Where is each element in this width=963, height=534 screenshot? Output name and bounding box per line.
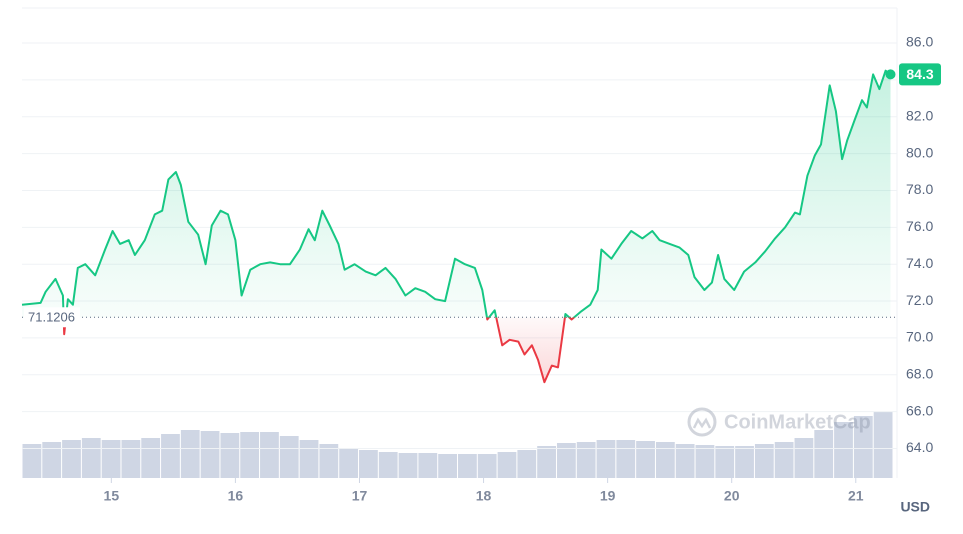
- x-tick-label: 16: [228, 488, 244, 504]
- area: [22, 70, 891, 383]
- volume-bar: [715, 446, 735, 478]
- volume-bar: [240, 432, 260, 478]
- y-tick-label: 76.0: [906, 218, 933, 234]
- y-tick-label: 82.0: [906, 107, 933, 123]
- volume-bar: [517, 450, 537, 478]
- volume-bar: [497, 452, 517, 478]
- volume-bar: [675, 444, 695, 478]
- volume-bar: [260, 432, 279, 478]
- volume-bar: [220, 433, 240, 478]
- y-tick-label: 80.0: [906, 144, 933, 160]
- baseline-label-bg: [24, 307, 80, 328]
- y-tick-label: 64.0: [906, 439, 933, 455]
- y-tick-label: 68.0: [906, 365, 933, 381]
- volume-bar: [636, 441, 655, 478]
- y-tick-label: 86.0: [906, 34, 933, 50]
- last-point: [885, 69, 896, 80]
- volume: [22, 412, 893, 478]
- volume-bar: [695, 445, 715, 478]
- volume-bar: [576, 442, 596, 478]
- volume-bar: [299, 440, 319, 478]
- y-tick-label: 70.0: [906, 329, 933, 345]
- x-tick-label: 19: [600, 488, 616, 504]
- x-tick-label: 20: [724, 488, 740, 504]
- volume-bar: [556, 443, 576, 478]
- volume-bar: [853, 416, 873, 478]
- watermark: CoinMarketCap: [687, 407, 871, 437]
- x-tick-label: 17: [352, 488, 368, 504]
- volume-bar: [794, 438, 814, 478]
- volume-bar: [279, 436, 299, 478]
- volume-bar: [22, 444, 42, 478]
- volume-bar: [161, 434, 180, 478]
- price-badge-label: 84.3: [906, 66, 933, 82]
- volume-bar: [477, 454, 497, 478]
- volume-bar: [537, 446, 556, 478]
- volume-bar: [200, 431, 220, 478]
- currency-label: USD: [900, 499, 930, 515]
- baseline-label: 71.1206: [28, 310, 75, 325]
- x-tick-label: 21: [848, 488, 864, 504]
- volume-bar: [398, 453, 418, 478]
- volume-bar: [319, 444, 339, 478]
- volume-bar: [458, 454, 477, 478]
- volume-bar: [754, 444, 774, 478]
- volume-bar: [62, 440, 81, 478]
- volume-bar: [814, 430, 834, 478]
- y-tick-label: 74.0: [906, 255, 933, 271]
- volume-bar: [121, 440, 141, 478]
- grid: [22, 7, 898, 478]
- volume-bar: [774, 442, 794, 478]
- watermark-text: CoinMarketCap: [724, 411, 871, 433]
- volume-bar: [141, 438, 161, 478]
- volume-bar: [359, 450, 378, 478]
- volume-bar: [378, 452, 398, 478]
- volume-bar: [834, 422, 853, 478]
- y-tick-label: 72.0: [906, 292, 933, 308]
- y-tick-label: 78.0: [906, 181, 933, 197]
- price-badge: [899, 63, 941, 86]
- volume-bar: [101, 440, 121, 478]
- volume-bar: [616, 440, 636, 478]
- volume-bar: [655, 442, 675, 478]
- volume-bar: [81, 438, 101, 478]
- x-tick-label: 15: [104, 488, 120, 504]
- volume-bar: [438, 454, 457, 478]
- volume-bar: [339, 448, 359, 478]
- volume-bar: [596, 440, 616, 478]
- price-line: [21, 69, 892, 384]
- volume-bar: [873, 412, 893, 478]
- volume-bar: [418, 453, 438, 478]
- volume-bar: [735, 446, 754, 478]
- volume-bar: [180, 430, 200, 478]
- x-tick-label: 18: [476, 488, 492, 504]
- y-tick-label: 66.0: [906, 402, 933, 418]
- volume-bar: [42, 442, 62, 478]
